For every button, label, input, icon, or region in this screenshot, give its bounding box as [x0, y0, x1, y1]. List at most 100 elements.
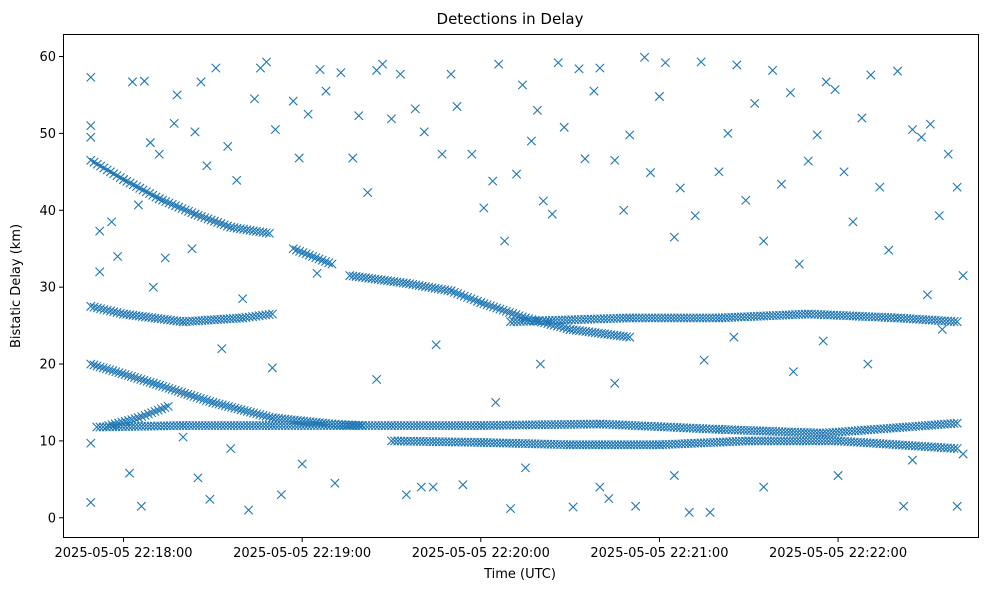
data-point: [553, 58, 563, 68]
data-point: [696, 57, 706, 67]
data-point: [217, 344, 227, 354]
data-point: [172, 90, 182, 100]
data-point: [453, 420, 464, 431]
data-point: [209, 216, 220, 226]
data-point: [682, 313, 692, 323]
data-point: [597, 440, 607, 450]
data-point: [399, 420, 409, 431]
data-point: [535, 359, 545, 369]
data-point: [243, 505, 254, 515]
data-point: [732, 60, 742, 70]
data-point: [127, 77, 138, 87]
data-point: [447, 420, 457, 431]
data-point: [180, 205, 190, 215]
data-point: [345, 420, 355, 431]
data-point: [196, 211, 207, 222]
data-point: [833, 470, 843, 481]
data-point: [479, 299, 489, 309]
data-point: [571, 440, 582, 450]
data-point: [164, 198, 174, 208]
data-point: [807, 436, 818, 446]
data-point: [208, 397, 218, 408]
data-point: [277, 420, 287, 431]
data-point: [628, 313, 638, 323]
data-point: [616, 440, 626, 450]
data-point: [200, 420, 211, 431]
data-point: [193, 210, 203, 220]
data-point: [635, 440, 645, 450]
data-point: [488, 176, 498, 186]
data-point: [466, 294, 476, 304]
data-point: [729, 332, 739, 342]
data-point: [336, 68, 346, 78]
data-point: [267, 420, 277, 431]
x-tick-label: 2025-05-05 22:20:00: [412, 546, 550, 561]
data-point: [226, 444, 236, 454]
data-point: [239, 405, 249, 416]
data-point: [619, 205, 629, 215]
data-point: [161, 196, 171, 207]
data-point: [232, 420, 242, 431]
data-point: [575, 440, 585, 450]
x-tick-label: 2025-05-05 22:18:00: [55, 546, 193, 561]
data-point: [223, 420, 233, 431]
data-point: [663, 313, 673, 323]
data-point: [431, 420, 441, 431]
data-point: [610, 155, 620, 165]
data-point: [380, 420, 390, 431]
data-point: [412, 420, 422, 431]
data-point: [130, 414, 140, 424]
data-point: [814, 436, 824, 446]
data-point: [559, 323, 569, 333]
data-point: [675, 183, 685, 193]
data-point: [952, 501, 962, 511]
data-point: [255, 410, 265, 420]
data-point: [261, 420, 271, 431]
data-point: [319, 420, 329, 431]
data-point: [504, 307, 515, 318]
data-point: [372, 374, 382, 384]
data-point: [170, 385, 180, 395]
data-point: [794, 259, 804, 269]
data-point: [505, 503, 516, 514]
data-point: [258, 420, 268, 431]
data-point: [937, 324, 947, 335]
data-point: [219, 220, 229, 230]
data-point: [377, 420, 387, 431]
data-point: [189, 391, 199, 401]
data-point: [625, 130, 635, 140]
data-point: [848, 217, 858, 227]
data-point: [136, 501, 146, 511]
data-point: [418, 420, 428, 431]
data-point: [839, 167, 849, 177]
data-point: [335, 420, 345, 431]
data-point: [760, 436, 770, 446]
data-point: [108, 366, 118, 376]
data-point: [200, 213, 210, 223]
data-point: [202, 395, 212, 406]
y-axis-label: Bistatic Delay (km): [9, 224, 24, 348]
data-point: [619, 440, 629, 450]
y-tick-label: 50: [39, 127, 56, 142]
data-point: [164, 383, 174, 393]
data-point: [205, 396, 215, 407]
data-point: [202, 161, 212, 171]
data-point: [173, 386, 183, 396]
data-point: [113, 251, 123, 261]
data-point: [494, 59, 504, 69]
data-point: [669, 470, 679, 481]
data-point: [274, 420, 284, 431]
data-point: [111, 367, 121, 377]
data-point: [245, 420, 255, 431]
data-point: [568, 440, 578, 450]
data-point: [631, 313, 641, 323]
data-point: [538, 196, 548, 206]
data-point: [647, 313, 657, 323]
data-point: [181, 420, 191, 431]
data-point: [217, 400, 227, 410]
data-point: [154, 149, 164, 159]
data-point: [641, 313, 651, 323]
data-point: [952, 317, 962, 327]
data-point: [589, 86, 599, 96]
